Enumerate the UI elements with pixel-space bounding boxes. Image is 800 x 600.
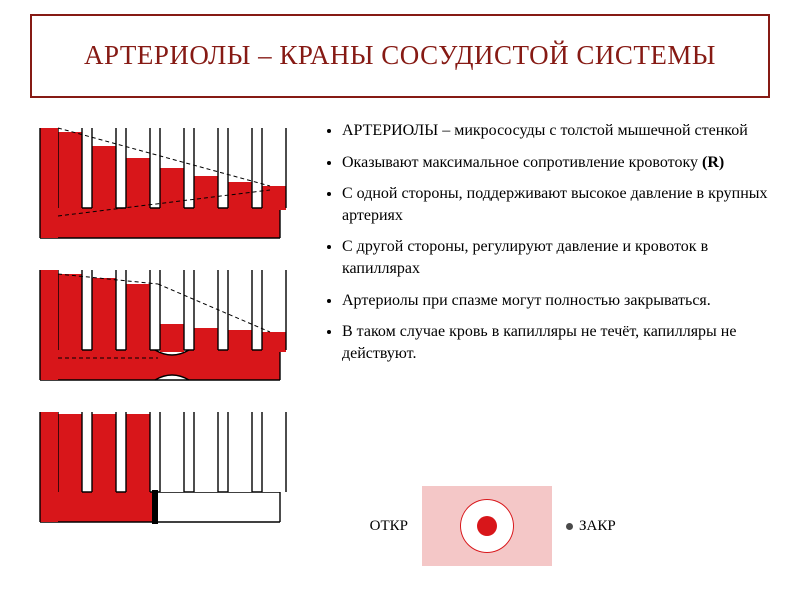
diagram-2: R	[30, 262, 290, 382]
state-closed-dot	[566, 523, 573, 530]
bullet-item: С одной стороны, поддерживают высокое да…	[342, 183, 776, 226]
state-open-ring	[460, 499, 514, 553]
state-open-inner	[477, 516, 497, 536]
bullet-item: АРТЕРИОЛЫ – микрососуды с толстой мышечн…	[342, 120, 776, 142]
state-box	[422, 486, 552, 566]
title-text: АРТЕРИОЛЫ – КРАНЫ СОСУДИСТОЙ СИСТЕМЫ	[84, 39, 716, 73]
bullet-list: АРТЕРИОЛЫ – микрососуды с толстой мышечн…	[320, 120, 776, 374]
state-row: ОТКР ЗАКР	[354, 486, 774, 566]
state-closed-wrap: ЗАКР	[566, 518, 616, 535]
bullet-item: Оказывают максимальное сопротивление кро…	[342, 152, 776, 174]
bullet-item: Артериолы при спазме могут полностью зак…	[342, 290, 776, 312]
state-close-label: ЗАКР	[579, 518, 616, 535]
bullet-item: В таком случае кровь в капилляры не течё…	[342, 321, 776, 364]
title-box: АРТЕРИОЛЫ – КРАНЫ СОСУДИСТОЙ СИСТЕМЫ	[30, 14, 770, 98]
diagrams-column: R	[30, 120, 290, 546]
diagram-1	[30, 120, 290, 240]
diagram-3	[30, 404, 290, 524]
state-open-label: ОТКР	[354, 518, 408, 535]
bullet-item: С другой стороны, регулируют давление и …	[342, 236, 776, 279]
